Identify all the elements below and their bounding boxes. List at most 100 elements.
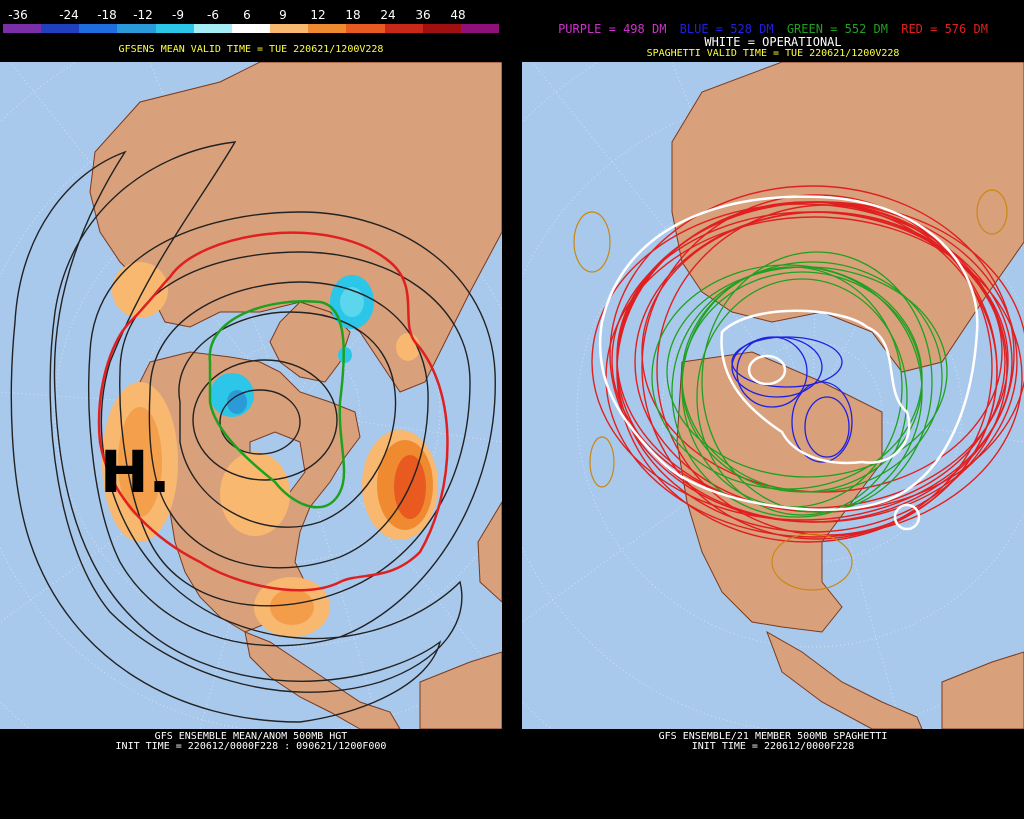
colorbar-swatch	[155, 24, 194, 33]
spaghetti-panel: PURPLE = 498 DM BLUE = 528 DM GREEN = 55…	[522, 0, 1024, 819]
spaghetti-member	[791, 381, 853, 463]
contour-line	[119, 251, 471, 607]
north-america-landmass	[676, 351, 883, 633]
colorbar-swatch	[193, 24, 232, 33]
left-footer-title: GFS ENSEMBLE MEAN/ANOM 500MB HGT	[154, 731, 348, 742]
blue-528-spaghetti	[731, 336, 853, 463]
spaghetti-member	[641, 194, 993, 540]
right-footer-title: GFS ENSEMBLE/21 MEMBER 500MB SPAGHETTI	[658, 731, 888, 742]
left-map-svg: H.	[0, 62, 502, 729]
colorbar-label: 6	[243, 8, 251, 22]
green-552-spaghetti	[651, 251, 948, 518]
spaghetti-member	[701, 251, 933, 513]
anomaly-fill	[112, 262, 168, 318]
colorbar-swatch	[79, 24, 118, 33]
white-operational-contours	[598, 195, 979, 531]
height-contours	[10, 141, 496, 723]
spaghetti-member	[696, 278, 908, 516]
contour-line	[192, 359, 338, 481]
colorbar-label: -12	[133, 8, 153, 22]
colorbar-swatch	[41, 24, 80, 33]
right-map-svg	[522, 62, 1024, 729]
operational-528	[747, 354, 787, 386]
gold-outlier-contours	[573, 189, 1008, 591]
anomaly-fill	[330, 275, 374, 329]
left-valid-time: GFSENS MEAN VALID TIME = TUE 220621/1200…	[118, 44, 384, 55]
anomaly-fill	[118, 407, 162, 517]
outlier-contour	[976, 189, 1008, 235]
colorbar-swatch	[384, 24, 423, 33]
legend-red: RED = 576 DM	[901, 22, 988, 36]
colorbar-swatch	[117, 24, 156, 33]
spaghetti-member	[611, 211, 1009, 509]
contour-line	[219, 389, 301, 455]
spaghetti-member	[591, 203, 1013, 521]
negative-anomalies	[210, 275, 374, 417]
colorbar-swatch	[422, 24, 461, 33]
contour-line	[49, 141, 463, 693]
operational-cutoff	[893, 503, 921, 531]
contour-line	[148, 281, 429, 569]
left-map: H.	[0, 62, 502, 729]
legend-green: GREEN = 552 DM	[786, 22, 888, 36]
spaghetti-member	[804, 396, 850, 458]
south-america-landmass	[419, 651, 502, 729]
anomaly-colorbar	[3, 24, 500, 33]
legend-blue: BLUE = 528 DM	[679, 22, 774, 36]
anomaly-fill	[227, 390, 247, 414]
spaghetti-member	[736, 336, 808, 408]
colorbar-label: -18	[97, 8, 117, 22]
right-valid-time: SPAGHETTI VALID TIME = TUE 220621/1200V2…	[646, 48, 900, 59]
colorbar-labels: -36 -24 -18 -12 -9 -6 6 9 12 18 24 36 48	[0, 8, 502, 22]
colorbar-swatch	[3, 24, 42, 33]
land	[89, 62, 502, 729]
panel-divider	[502, 0, 522, 819]
operational-576	[598, 195, 979, 512]
colorbar-label: 9	[279, 8, 287, 22]
outlier-contour	[589, 436, 615, 488]
spaghetti-member	[731, 336, 843, 388]
contour-legend: PURPLE = 498 DM BLUE = 528 DM GREEN = 55…	[522, 22, 1024, 36]
colorbar-swatch	[270, 24, 309, 33]
outlier-contour	[771, 533, 853, 591]
right-footer-init: INIT TIME = 220612/0000F228	[691, 741, 855, 752]
colorbar-label: 24	[380, 8, 396, 22]
colorbar-label: 12	[310, 8, 326, 22]
anomaly-fill	[396, 333, 420, 361]
colorbar-label: -36	[8, 8, 28, 22]
operational-note: WHITE = OPERATIONAL	[704, 35, 842, 49]
colorbar-swatch	[460, 24, 500, 33]
africa-landmass	[477, 501, 502, 603]
anomaly-fill	[340, 287, 364, 317]
green-552-contour	[208, 300, 346, 509]
spaghetti-member	[671, 266, 923, 518]
colorbar-swatch	[308, 24, 347, 33]
colorbar-swatch	[231, 24, 271, 33]
south-america-landmass	[941, 651, 1024, 729]
colorbar-label: 18	[345, 8, 361, 22]
contour-line	[178, 311, 397, 528]
high-pressure-marker: H.	[100, 438, 171, 506]
colorbar-label: -9	[172, 8, 184, 22]
colorbar-label: 48	[450, 8, 466, 22]
spaghetti-member	[609, 185, 1015, 523]
ensemble-mean-anomaly-panel: -36 -24 -18 -12 -9 -6 6 9 12 18 24 36 48…	[0, 0, 502, 819]
central-america-landmass	[766, 630, 923, 729]
spaghetti-member	[605, 216, 1023, 538]
land	[671, 62, 1024, 729]
red-576-contour	[97, 231, 449, 592]
anomaly-fill	[270, 589, 314, 625]
anomaly-fill	[338, 347, 352, 363]
operational-552	[720, 309, 911, 465]
colorbar-label: 36	[415, 8, 431, 22]
left-footer-init: INIT TIME = 220612/0000F228 : 090621/120…	[115, 741, 387, 752]
contour-line	[10, 150, 442, 723]
legend-purple: PURPLE = 498 DM	[558, 22, 667, 36]
right-map	[522, 62, 1024, 729]
colorbar-swatch	[346, 24, 385, 33]
outlier-contour	[573, 211, 611, 273]
spaghetti-member	[651, 264, 923, 490]
colorbar-label: -6	[207, 8, 219, 22]
contour-line	[88, 211, 496, 647]
colorbar-label: -24	[59, 8, 79, 22]
